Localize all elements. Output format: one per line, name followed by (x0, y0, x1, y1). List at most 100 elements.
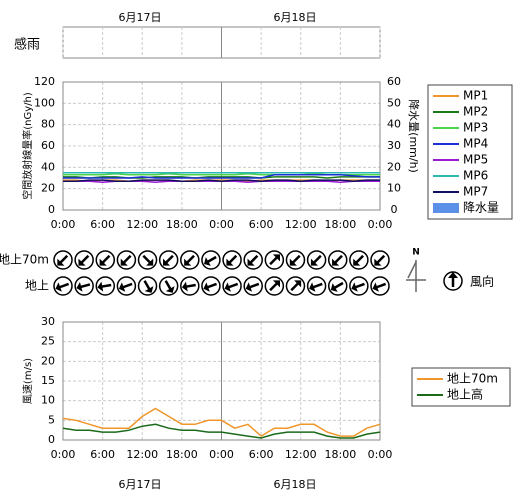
plot-frame (62, 321, 381, 441)
arrow-shaft (228, 254, 238, 264)
y-tick-label: 0 (48, 433, 55, 446)
wind-arrow (372, 282, 387, 292)
arrow-shaft (333, 281, 344, 290)
wind-legend-label: 風向 (470, 274, 494, 289)
arrow-shaft (101, 254, 111, 264)
y-tick-label: 80 (41, 118, 55, 131)
arrow-head (55, 282, 62, 292)
legend-label: 地上70m (447, 372, 498, 386)
arrow-shaft (185, 283, 196, 288)
arrow-shaft (354, 282, 365, 289)
arrow-shaft (249, 254, 259, 264)
y2-tick-label: 50 (387, 96, 401, 109)
compass: N (406, 248, 426, 292)
arrow-shaft (334, 254, 343, 264)
legend: MP1 MP2 MP3 MP4 MP5 MP6 MP7 降水量 (427, 84, 513, 220)
arrow-shaft (142, 254, 152, 264)
y2-tick-label: 60 (387, 75, 401, 88)
arrow-head (372, 282, 379, 292)
x-tick-label: 6:00 (249, 218, 274, 231)
y-tick-label: 40 (41, 160, 55, 173)
y2-tick-label: 0 (391, 203, 398, 216)
x-tick-label: 0:00 (209, 218, 234, 231)
arrow-shaft (101, 283, 112, 288)
y-tick-label: 20 (41, 354, 55, 367)
x-tick-label: 18:00 (166, 218, 198, 231)
wind-arrow (269, 254, 280, 266)
arrow-head (97, 281, 104, 292)
y-tick-label: 30 (41, 315, 55, 328)
wind-arrow (309, 282, 323, 292)
legend-label: MP4 (463, 137, 488, 151)
y-tick-label: 5 (48, 413, 55, 426)
arrow-shaft (122, 282, 133, 289)
rain-label: 感雨 (14, 37, 40, 53)
legend-box (427, 84, 513, 220)
row-label: 地上70m (0, 253, 49, 267)
wind-arrow (245, 282, 260, 292)
legend-label: MP5 (463, 153, 488, 167)
x-tick-label: 18:00 (325, 448, 357, 461)
arrow-shaft (312, 254, 322, 264)
y2-tick-label: 20 (387, 160, 401, 173)
y-tick-label: 25 (41, 335, 55, 348)
y2-axis-title: 降水量(mm/h) (407, 99, 421, 173)
legend-label: MP6 (463, 169, 488, 183)
arrow-head (144, 286, 154, 293)
legend-label: 地上高 (447, 387, 483, 402)
compass-n: N (412, 248, 420, 258)
wind-arrow (143, 280, 154, 293)
y-axis-title: 空間放射線量率(nGy/h) (21, 92, 34, 200)
wind-arrow (290, 280, 302, 292)
arrow-head (203, 282, 210, 292)
wind-arrow (332, 254, 343, 266)
wind-arrow (118, 282, 133, 292)
wind-arrow (164, 280, 175, 293)
series-line (63, 176, 380, 179)
y-tick-label: 100 (34, 96, 55, 109)
arrow-shaft (186, 254, 195, 264)
arrow-shaft (59, 254, 69, 264)
x-tick-label: 6:00 (90, 218, 115, 231)
legend-label: MP2 (463, 105, 488, 119)
date-label: 6月17日 (119, 478, 162, 491)
y-tick-label: 60 (41, 139, 55, 152)
x-tick-label: 0:00 (209, 448, 234, 461)
y2-tick-label: 40 (387, 118, 401, 131)
arrow-shaft (164, 254, 174, 264)
x-tick-label: 0:00 (51, 448, 76, 461)
wind-arrow (204, 255, 217, 266)
wind-arrow (353, 254, 364, 266)
wind-arrow (203, 282, 217, 292)
arrow-shaft (312, 282, 323, 289)
x-tick-label: 18:00 (325, 218, 357, 231)
wind-arrow (310, 254, 322, 266)
wind-arrow (374, 254, 386, 266)
arrow-head (118, 282, 126, 292)
arrow-shaft (227, 282, 239, 289)
wind-arrow (289, 254, 301, 266)
arrow-shaft (249, 282, 260, 289)
arrow-shaft (79, 283, 91, 289)
arrow-shaft (375, 282, 387, 289)
wind-arrow (181, 281, 196, 292)
x-tick-label: 12:00 (126, 218, 158, 231)
y-tick-label: 10 (41, 394, 55, 407)
arrow-head (330, 283, 338, 292)
y-tick-label: 120 (34, 75, 55, 88)
arrow-shaft (376, 254, 386, 264)
arrow-head (245, 282, 253, 292)
arrow-head (351, 282, 358, 292)
x-tick-label: 0:00 (368, 218, 393, 231)
arrow-shaft (122, 254, 132, 264)
row-label: 地上 (25, 279, 49, 293)
arrow-shaft (290, 282, 300, 292)
legend-label: MP7 (463, 185, 488, 199)
wind-arrow (269, 280, 280, 292)
date-label: 6月18日 (274, 478, 317, 491)
x-tick-label: 6:00 (90, 448, 115, 461)
y-tick-label: 15 (41, 374, 55, 387)
arrow-shaft (355, 254, 364, 264)
